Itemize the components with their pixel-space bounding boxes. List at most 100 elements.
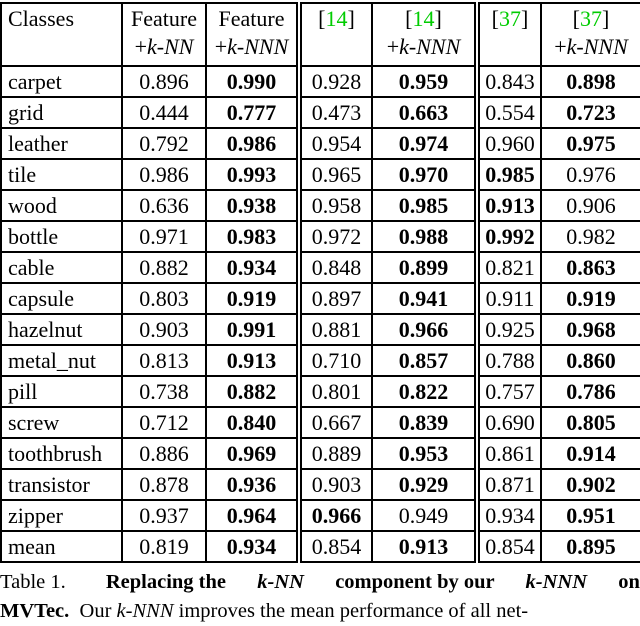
value-cell: 0.881 (296, 313, 373, 346)
table-row: tile 0.986 0.993 0.965 0.970 0.985 0.976 (0, 158, 640, 191)
class-cell: pill (0, 375, 123, 408)
class-cell: leather (0, 127, 123, 160)
class-cell: tile (0, 158, 123, 191)
bracket: [ (405, 6, 413, 31)
caption-text: Our (69, 600, 117, 622)
value-cell: 0.971 (121, 220, 207, 253)
value-cell: 0.871 (474, 468, 542, 501)
value-cell: 0.723 (540, 96, 640, 129)
caption-italic-text: k-NNN (116, 600, 174, 622)
class-cell: wood (0, 189, 123, 222)
value-cell: 0.882 (121, 251, 207, 284)
caption-bold-text: MVTec. (0, 600, 70, 622)
value-cell: 0.991 (205, 313, 300, 346)
value-cell: 0.473 (296, 96, 373, 129)
value-cell: 0.813 (121, 344, 207, 377)
value-cell: 0.777 (205, 96, 300, 129)
value-cell: 0.986 (205, 127, 300, 160)
table-row: grid 0.444 0.777 0.473 0.663 0.554 0.723 (0, 96, 640, 129)
value-cell: 0.801 (296, 375, 373, 408)
value-cell: 0.757 (474, 375, 542, 408)
value-cell: 0.444 (121, 96, 207, 129)
value-cell: 0.982 (540, 220, 640, 253)
value-cell: 0.937 (121, 499, 207, 532)
value-cell: 0.805 (540, 406, 640, 439)
value-cell: 0.986 (121, 158, 207, 191)
table-row: pill 0.738 0.882 0.801 0.822 0.757 0.786 (0, 375, 640, 408)
value-cell: 0.898 (540, 65, 640, 98)
header-feature-knn-line1: Feature (131, 6, 197, 31)
plus-sign: + (386, 34, 400, 59)
value-cell: 0.913 (205, 344, 300, 377)
value-cell: 0.906 (540, 189, 640, 222)
value-cell: 0.690 (474, 406, 542, 439)
value-cell: 0.857 (371, 344, 478, 377)
caption-bold-text: component by our (330, 571, 500, 593)
value-cell: 0.954 (296, 127, 373, 160)
bracket: ] (521, 6, 529, 31)
table-row: screw 0.712 0.840 0.667 0.839 0.690 0.805 (0, 406, 640, 439)
value-cell: 0.878 (121, 468, 207, 501)
citation-number: 14 (412, 6, 435, 31)
value-cell: 0.636 (121, 189, 207, 222)
value-cell: 0.988 (371, 220, 478, 253)
bracket: [ (318, 6, 326, 31)
header-classes: Classes (0, 2, 123, 67)
value-cell: 0.821 (474, 251, 542, 284)
value-cell: 0.902 (540, 468, 640, 501)
value-cell: 0.936 (205, 468, 300, 501)
value-cell: 0.667 (296, 406, 373, 439)
class-cell: hazelnut (0, 313, 123, 346)
table-row: capsule 0.803 0.919 0.897 0.941 0.911 0.919 (0, 282, 640, 315)
value-cell: 0.985 (474, 158, 542, 191)
value-cell: 0.992 (474, 220, 542, 253)
caption-bold-italic-text: k-NNN (525, 571, 588, 593)
value-cell: 0.554 (474, 96, 542, 129)
value-cell: 0.896 (121, 65, 207, 98)
value-cell: 0.959 (371, 65, 478, 98)
table-header-row: Classes Feature +k-NN Feature +k-NNN [14… (0, 2, 640, 67)
value-cell: 0.792 (121, 127, 207, 160)
table-body: carpet 0.896 0.990 0.928 0.959 0.843 0.898 grid… (0, 65, 640, 563)
table-row: toothbrush 0.886 0.969 0.889 0.953 0.861 0.914 (0, 437, 640, 470)
method-name: k-NNN (566, 34, 628, 59)
header-feature-knnn-line1: Feature (218, 6, 285, 31)
bracket: ] (434, 6, 442, 31)
value-cell: 0.895 (540, 530, 640, 563)
value-cell: 0.860 (540, 344, 640, 377)
table-row: leather 0.792 0.986 0.954 0.974 0.960 0.975 (0, 127, 640, 160)
value-cell: 0.803 (121, 282, 207, 315)
value-cell: 0.788 (474, 344, 542, 377)
value-cell: 0.975 (540, 127, 640, 160)
header-feature-knnn: Feature +k-NNN (205, 2, 300, 67)
value-cell: 0.934 (474, 499, 542, 532)
table-row: cable 0.882 0.934 0.848 0.899 0.821 0.863 (0, 251, 640, 284)
value-cell: 0.976 (540, 158, 640, 191)
class-cell: toothbrush (0, 437, 123, 470)
header-cite-14-knnn: [14] +k-NNN (371, 2, 478, 67)
value-cell: 0.911 (474, 282, 542, 315)
value-cell: 0.953 (371, 437, 478, 470)
value-cell: 0.899 (371, 251, 478, 284)
value-cell: 0.929 (371, 468, 478, 501)
table-header: Classes Feature +k-NN Feature +k-NNN [14… (0, 2, 640, 67)
bracket: ] (347, 6, 355, 31)
value-cell: 0.819 (121, 530, 207, 563)
value-cell: 0.822 (371, 375, 478, 408)
plus-sign: + (134, 34, 147, 59)
table-row: transistor 0.878 0.936 0.903 0.929 0.871 0.902 (0, 468, 640, 501)
table-row: metal_nut 0.813 0.913 0.710 0.857 0.788 0.860 (0, 344, 640, 377)
header-cite-14: [14] (296, 2, 373, 67)
table-row: zipper 0.937 0.964 0.966 0.949 0.934 0.951 (0, 499, 640, 532)
value-cell: 0.951 (540, 499, 640, 532)
value-cell: 0.934 (205, 251, 300, 284)
value-cell: 0.886 (121, 437, 207, 470)
value-cell: 0.863 (540, 251, 640, 284)
value-cell: 0.974 (371, 127, 478, 160)
header-classes-label: Classes (8, 6, 74, 31)
class-cell: mean (0, 530, 123, 563)
value-cell: 0.969 (205, 437, 300, 470)
caption-bold-text: on (613, 571, 640, 593)
caption-line-1: Table 1. Replacing the k-NN component by … (0, 568, 640, 597)
